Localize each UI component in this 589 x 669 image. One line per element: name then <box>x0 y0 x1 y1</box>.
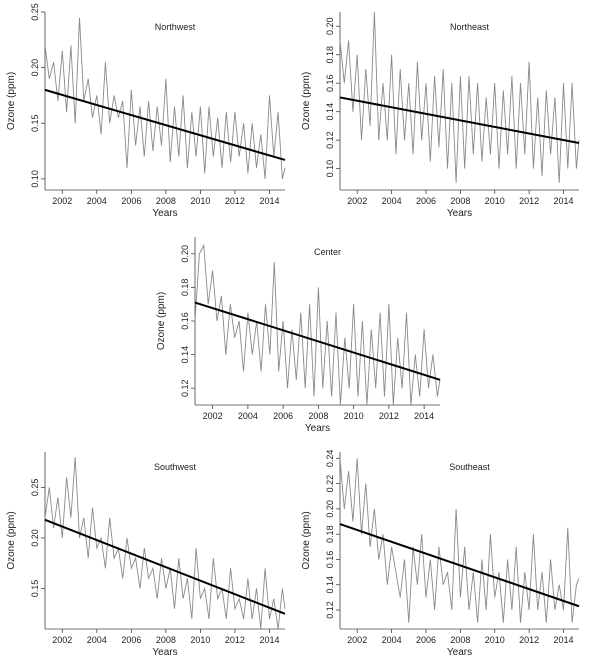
x-tick-label: 2014 <box>554 196 574 206</box>
x-tick-label: 2004 <box>238 411 258 421</box>
x-tick-label: 2002 <box>347 196 367 206</box>
x-tick-label: 2006 <box>121 196 141 206</box>
y-tick-label: 0.15 <box>30 114 40 132</box>
x-tick-label: 2010 <box>485 635 505 645</box>
x-tick-label: 2010 <box>344 411 364 421</box>
x-tick-label: 2002 <box>347 635 367 645</box>
chart-title: Southwest <box>154 462 197 472</box>
x-tick-label: 2006 <box>416 635 436 645</box>
chart-svg: 2002 2004 2006 2008 2010 2012 2014 0.10 0.15 0.20… <box>6 3 286 219</box>
x-tick-label: 2014 <box>259 196 279 206</box>
trend-line <box>339 523 580 608</box>
chart-title: Southeast <box>449 462 490 472</box>
x-tick-label: 2002 <box>203 411 223 421</box>
x-tick-label: 2012 <box>379 411 399 421</box>
y-tick-label: 0.18 <box>325 525 335 543</box>
x-tick-label: 2008 <box>450 635 470 645</box>
y-tick-label: 0.20 <box>30 529 40 547</box>
x-tick-label: 2012 <box>519 196 539 206</box>
y-tick-label: 0.20 <box>325 500 335 518</box>
x-tick-label: 2004 <box>87 196 107 206</box>
x-tick-label: 2010 <box>190 196 210 206</box>
y-tick-label: 0.14 <box>180 346 190 364</box>
x-tick-label: 2004 <box>382 196 402 206</box>
series-line <box>339 11 580 183</box>
y-tick-label: 0.14 <box>325 103 335 121</box>
y-axis-label: Ozone (ppm) <box>6 72 17 130</box>
y-tick-label: 0.20 <box>180 245 190 263</box>
chart-panel-southeast: 2002 2004 2006 2008 2010 2012 2014 0.12 0.14 0.16… <box>295 440 589 664</box>
y-axis-label: Ozone (ppm) <box>156 292 167 350</box>
x-tick-label: 2012 <box>519 635 539 645</box>
chart-svg: 2002 2004 2006 2008 2010 2012 2014 0.12 0.14 0.16… <box>156 237 441 434</box>
y-axis-label: Ozone (ppm) <box>301 72 312 130</box>
series-line <box>194 243 441 406</box>
y-axis-label: Ozone (ppm) <box>301 511 312 569</box>
chart-title: Center <box>314 247 341 257</box>
x-tick-label: 2008 <box>450 196 470 206</box>
chart-svg: 2002 2004 2006 2008 2010 2012 2014 0.12 0.14 0.16… <box>301 450 580 658</box>
x-axis-label: Years <box>447 647 472 658</box>
x-tick-label: 2006 <box>121 635 141 645</box>
y-tick-label: 0.25 <box>30 3 40 21</box>
x-tick-label: 2008 <box>156 196 176 206</box>
trend-line <box>44 518 286 615</box>
y-tick-label: 0.16 <box>180 312 190 330</box>
series-line <box>44 457 286 630</box>
y-tick-label: 0.12 <box>180 379 190 397</box>
chart-svg: 2002 2004 2006 2008 2010 2012 2014 0.15 0.20 0.25… <box>6 452 286 658</box>
x-tick-label: 2008 <box>156 635 176 645</box>
y-tick-label: 0.18 <box>180 279 190 297</box>
x-tick-label: 2006 <box>416 196 436 206</box>
x-tick-label: 2008 <box>308 411 328 421</box>
y-tick-label: 0.24 <box>325 450 335 468</box>
y-tick-label: 0.18 <box>325 46 335 64</box>
y-tick-label: 0.16 <box>325 551 335 569</box>
y-tick-label: 0.15 <box>30 580 40 598</box>
y-tick-label: 0.14 <box>325 576 335 594</box>
x-tick-label: 2012 <box>225 635 245 645</box>
chart-panel-northeast: 2002 2004 2006 2008 2010 2012 2014 0.10 0.12 0.14… <box>295 0 589 225</box>
x-tick-label: 2014 <box>259 635 279 645</box>
chart-panel-southwest: 2002 2004 2006 2008 2010 2012 2014 0.15 0.20 0.25… <box>0 440 295 664</box>
y-tick-label: 0.10 <box>30 170 40 188</box>
y-tick-label: 0.12 <box>325 131 335 149</box>
x-tick-label: 2004 <box>87 635 107 645</box>
series-line <box>339 458 580 623</box>
x-axis-label: Years <box>152 647 177 658</box>
y-axis-label: Ozone (ppm) <box>6 511 17 569</box>
y-tick-label: 0.16 <box>325 74 335 92</box>
y-tick-label: 0.10 <box>325 160 335 178</box>
x-tick-label: 2014 <box>554 635 574 645</box>
x-axis-label: Years <box>447 208 472 219</box>
series-line <box>44 17 286 180</box>
chart-panel-center: 2002 2004 2006 2008 2010 2012 2014 0.12 0.14 0.16… <box>150 225 450 440</box>
chart-title: Northwest <box>155 22 196 32</box>
x-tick-label: 2012 <box>225 196 245 206</box>
y-tick-label: 0.12 <box>325 601 335 619</box>
x-tick-label: 2006 <box>273 411 293 421</box>
chart-title: Northeast <box>450 22 490 32</box>
x-axis-label: Years <box>152 208 177 219</box>
x-tick-label: 2014 <box>414 411 434 421</box>
x-tick-label: 2002 <box>52 635 72 645</box>
x-tick-label: 2010 <box>485 196 505 206</box>
y-tick-label: 0.20 <box>325 17 335 35</box>
y-tick-label: 0.25 <box>30 479 40 497</box>
trend-line <box>339 96 580 144</box>
x-tick-label: 2004 <box>382 635 402 645</box>
x-axis-label: Years <box>305 423 330 434</box>
x-tick-label: 2002 <box>52 196 72 206</box>
chart-panel-northwest: 2002 2004 2006 2008 2010 2012 2014 0.10 0.15 0.20… <box>0 0 295 225</box>
trend-line <box>194 301 441 381</box>
y-tick-label: 0.20 <box>30 59 40 77</box>
x-tick-label: 2010 <box>190 635 210 645</box>
trend-line <box>44 88 286 161</box>
y-tick-label: 0.22 <box>325 475 335 493</box>
chart-svg: 2002 2004 2006 2008 2010 2012 2014 0.10 0.12 0.14… <box>301 11 580 219</box>
